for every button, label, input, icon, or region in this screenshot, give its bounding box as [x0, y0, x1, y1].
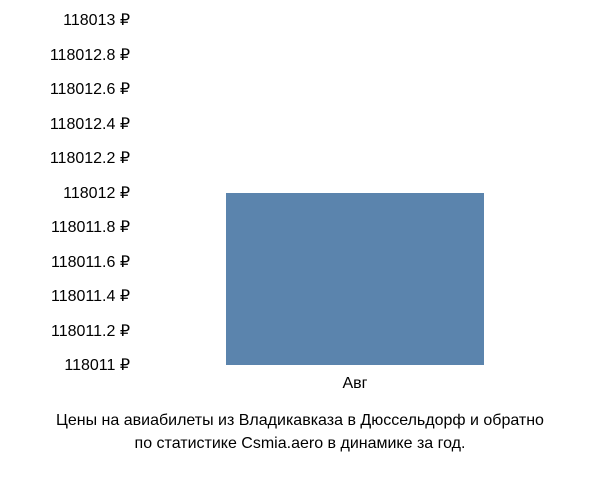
- y-tick-label: 118012.8 ₽: [50, 45, 130, 65]
- caption-line1: Цены на авиабилеты из Владикавказа в Дюс…: [0, 410, 600, 432]
- chart-caption: Цены на авиабилеты из Владикавказа в Дюс…: [0, 410, 600, 455]
- y-tick-label: 118011 ₽: [64, 355, 130, 375]
- chart-container: 118013 ₽ 118012.8 ₽ 118012.6 ₽ 118012.4 ₽ 11…: [0, 0, 600, 500]
- y-tick-label: 118011.4 ₽: [51, 286, 130, 306]
- x-axis: Авг: [140, 375, 570, 405]
- y-tick-label: 118011.6 ₽: [51, 252, 130, 272]
- y-tick-label: 118011.8 ₽: [51, 217, 130, 237]
- plot-area: [140, 20, 570, 365]
- y-tick-label: 118011.2 ₽: [51, 321, 130, 341]
- y-tick-label: 118012.6 ₽: [50, 79, 130, 99]
- bar: [226, 193, 484, 366]
- x-tick-label: Авг: [342, 375, 367, 393]
- y-axis: 118013 ₽118012.8 ₽118012.6 ₽118012.4 ₽11…: [0, 20, 140, 365]
- y-tick-label: 118012.4 ₽: [50, 114, 130, 134]
- y-tick-label: 118012 ₽: [63, 183, 130, 203]
- caption-line2: по статистике Csmia.aero в динамике за г…: [0, 433, 600, 455]
- y-tick-label: 118012.2 ₽: [50, 148, 130, 168]
- y-tick-label: 118013 ₽: [63, 10, 130, 30]
